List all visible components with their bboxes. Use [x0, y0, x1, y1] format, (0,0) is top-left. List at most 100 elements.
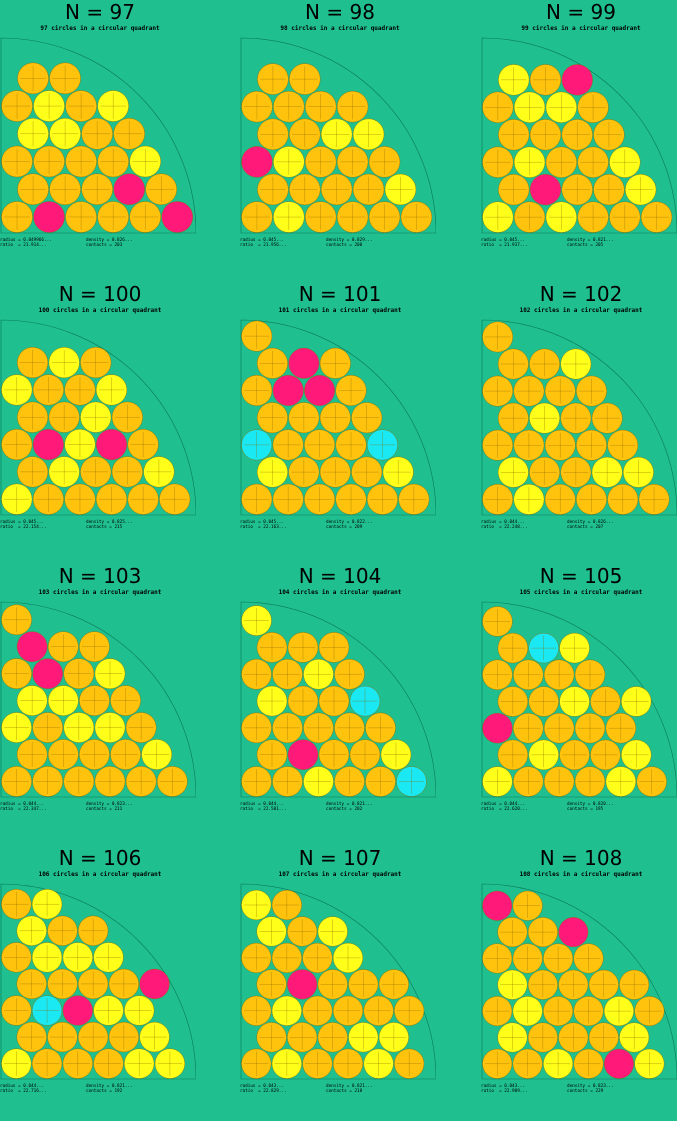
- radius-ratio-readout: radius = 0.045... ratio = 21.956...: [240, 238, 287, 248]
- contact-lines: [98, 486, 125, 512]
- contact-lines: [244, 323, 270, 349]
- density-contacts-readout: density = 0.820... contacts = 195: [567, 802, 614, 812]
- panel-subtitle: 101 circles in a circular quadrant: [278, 307, 402, 314]
- contact-lines: [83, 349, 109, 376]
- contact-lines: [51, 404, 77, 430]
- contact-lines: [596, 122, 622, 148]
- contact-lines: [259, 635, 285, 660]
- packing-circle: [161, 201, 194, 233]
- panel-subtitle: 99 circles in a circular quadrant: [521, 25, 641, 32]
- contact-lines: [500, 1025, 525, 1050]
- contact-lines: [34, 945, 60, 970]
- quadrant-diagram: [0, 319, 196, 516]
- contact-lines: [51, 459, 77, 485]
- contact-lines: [515, 893, 540, 918]
- contact-lines: [500, 919, 525, 945]
- contact-lines: [577, 769, 603, 794]
- quadrant-diagram: [481, 37, 677, 234]
- contact-lines: [306, 769, 331, 794]
- quadrant-boundary: [240, 37, 436, 234]
- contact-lines: [338, 432, 364, 458]
- contact-lines: [305, 1051, 330, 1076]
- contact-lines: [244, 945, 269, 971]
- quadrant-diagram: [240, 883, 436, 1080]
- quadrant-boundary: [481, 883, 677, 1080]
- contact-lines: [612, 204, 638, 230]
- packing-circle: [32, 429, 64, 461]
- contact-lines: [547, 378, 573, 404]
- packing-panel: N = 102 102 circles in a circular quadran…: [481, 282, 677, 557]
- contact-lines: [354, 459, 380, 485]
- contact-lines: [320, 919, 345, 944]
- contact-lines: [577, 662, 603, 688]
- contact-lines: [19, 349, 46, 376]
- contact-lines: [260, 121, 286, 148]
- contact-lines: [485, 769, 510, 794]
- contact-lines: [132, 148, 159, 175]
- contact-lines: [485, 486, 511, 512]
- contact-lines: [485, 204, 511, 230]
- contact-lines: [307, 93, 334, 120]
- density-contacts-readout: density = 0.825... contacts = 215: [86, 520, 133, 530]
- packing-circle: [288, 347, 320, 379]
- contact-lines: [337, 769, 362, 794]
- contact-lines: [563, 351, 589, 377]
- contact-lines: [130, 431, 156, 458]
- contact-lines: [292, 66, 318, 92]
- contact-lines: [532, 122, 559, 148]
- packing-circle: [62, 995, 93, 1026]
- contact-lines: [485, 432, 511, 458]
- contact-lines: [100, 204, 126, 230]
- contact-lines: [65, 1051, 91, 1076]
- contact-lines: [500, 459, 526, 485]
- contact-lines: [50, 742, 76, 767]
- contact-lines: [68, 148, 94, 175]
- packing-panel: N = 100 100 circles in a circular quadran…: [0, 282, 200, 557]
- contact-lines: [591, 1025, 616, 1050]
- contact-lines: [500, 405, 526, 431]
- contact-lines: [144, 742, 170, 767]
- contact-lines: [355, 121, 382, 148]
- contact-lines: [578, 378, 605, 404]
- contact-lines: [485, 662, 510, 688]
- contact-lines: [20, 120, 46, 147]
- contact-lines: [244, 892, 269, 918]
- contact-lines: [274, 998, 300, 1024]
- contact-lines: [66, 661, 92, 687]
- contact-lines: [67, 486, 93, 512]
- contact-lines: [500, 351, 526, 377]
- contact-lines: [274, 892, 300, 918]
- quadrant-boundary: [0, 883, 196, 1080]
- contact-lines: [562, 635, 587, 661]
- panel-title: N = 101: [298, 282, 382, 306]
- packing-circle: [304, 375, 336, 406]
- contact-lines: [366, 1051, 391, 1076]
- contact-lines: [516, 486, 542, 512]
- contact-lines: [50, 971, 75, 997]
- contact-lines: [67, 431, 93, 458]
- contact-lines: [532, 405, 558, 431]
- contact-lines: [563, 459, 589, 485]
- contact-lines: [366, 998, 391, 1024]
- density-contacts-readout: density = 0.826... contacts = 203: [86, 238, 133, 248]
- contact-lines: [83, 459, 109, 485]
- contact-lines: [51, 349, 77, 376]
- contact-lines: [577, 715, 603, 741]
- contact-lines: [485, 609, 510, 634]
- contact-lines: [612, 149, 638, 175]
- contact-lines: [80, 918, 106, 944]
- contact-lines: [578, 432, 605, 458]
- contact-lines: [19, 404, 46, 430]
- contact-lines: [352, 742, 378, 768]
- contact-lines: [337, 661, 362, 687]
- contact-lines: [4, 148, 30, 175]
- contact-lines: [305, 945, 330, 971]
- contact-lines: [485, 998, 510, 1024]
- contact-lines: [515, 662, 541, 688]
- contact-lines: [530, 972, 556, 997]
- panel-subtitle: 107 circles in a circular quadrant: [278, 871, 402, 878]
- contact-lines: [383, 742, 409, 768]
- contact-lines: [114, 459, 140, 485]
- contact-lines: [20, 65, 46, 92]
- contact-lines: [20, 176, 46, 203]
